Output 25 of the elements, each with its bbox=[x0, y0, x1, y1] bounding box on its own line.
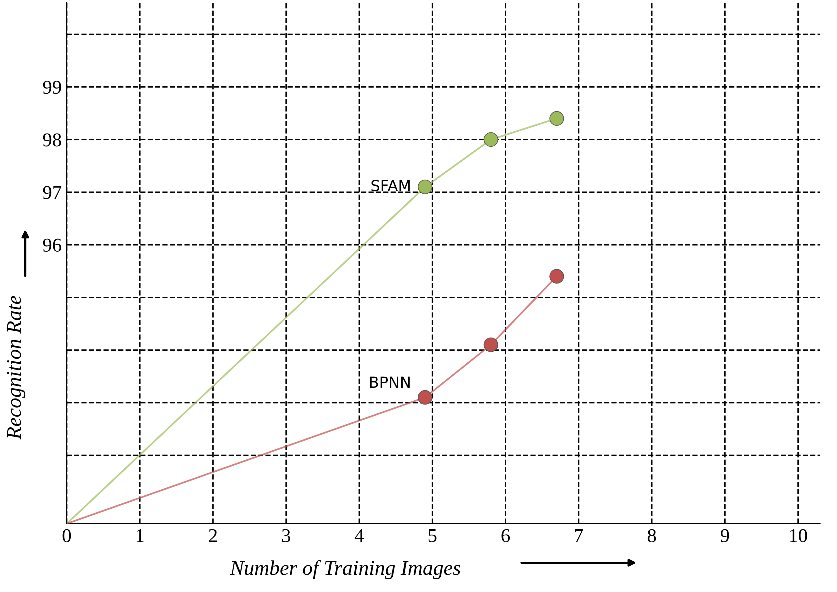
x-tick-label: 7 bbox=[575, 530, 584, 542]
point bbox=[484, 132, 498, 148]
x-tick-label: 10 bbox=[790, 529, 808, 542]
y-tick-label: 99 bbox=[43, 81, 62, 94]
x-tick-label: 6 bbox=[502, 529, 510, 542]
x-tick-label: 2 bbox=[209, 529, 218, 542]
series-label: SFAM bbox=[372, 180, 410, 192]
y-tick-label: 97 bbox=[43, 186, 62, 200]
y-tick-label: 98 bbox=[43, 134, 62, 147]
x-tick-label: 4 bbox=[355, 529, 364, 542]
y-tick-label: 96 bbox=[43, 238, 62, 252]
x-tick-label: 0 bbox=[62, 529, 72, 542]
x-axis-title: Number of Training Images bbox=[230, 560, 461, 580]
point bbox=[550, 111, 564, 126]
point bbox=[484, 338, 498, 352]
x-tick-label: 5 bbox=[428, 530, 437, 542]
point bbox=[550, 269, 564, 284]
x-tick-label: 1 bbox=[136, 529, 144, 542]
x-tick-label: 3 bbox=[282, 529, 290, 542]
x-tick-label: 8 bbox=[648, 529, 656, 542]
point bbox=[418, 390, 433, 405]
x-tick-label: 9 bbox=[720, 529, 730, 542]
point bbox=[418, 180, 433, 194]
y-axis-title: Recognition Rate bbox=[7, 296, 26, 440]
series-label: BPNN bbox=[370, 376, 410, 388]
